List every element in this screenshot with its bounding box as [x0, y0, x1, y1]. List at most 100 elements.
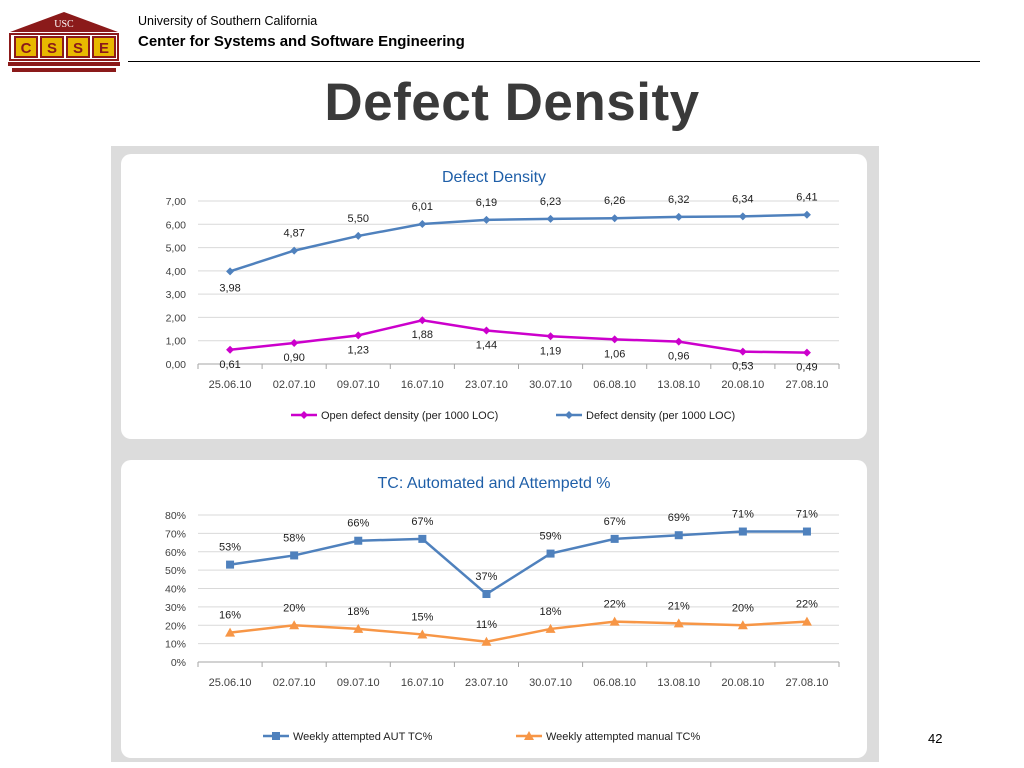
defect-data-point [226, 267, 235, 276]
defect-x-tick-label: 13.08.10 [657, 379, 700, 391]
tc-y-tick-label: 10% [165, 639, 186, 651]
defect-data-point [290, 339, 299, 348]
defect-x-tick-label: 06.08.10 [593, 379, 636, 391]
defect-x-tick-label: 16.07.10 [401, 379, 444, 391]
tc-data-point [545, 623, 556, 633]
tc-data-point [673, 618, 684, 628]
tc-data-label: 71% [732, 509, 754, 521]
tc-data-point [610, 534, 619, 543]
defect-data-label: 6,41 [796, 192, 817, 204]
tc-data-point [737, 620, 748, 630]
tc-automated-chart: TC: Automated and Attempetd % 0% 10% 20% 30%… [165, 475, 840, 743]
tc-data-point [674, 531, 683, 540]
tc-y-tick-label: 30% [165, 602, 186, 614]
defect-data-label: 6,32 [668, 194, 689, 206]
defect-data-point [610, 214, 619, 223]
defect-data-point [674, 212, 683, 221]
tc-data-label: 53% [219, 542, 241, 554]
defect-data-label: 6,26 [604, 195, 625, 207]
defect-data-point [418, 220, 427, 229]
tc-y-tick-label: 60% [165, 547, 186, 559]
tc-legend-marker [524, 731, 534, 740]
tc-data-label: 66% [347, 518, 369, 530]
defect-data-label: 0,96 [668, 351, 689, 363]
defect-data-label: 5,50 [348, 213, 369, 225]
defect-x-tick-label: 23.07.10 [465, 379, 508, 391]
defect-data-label: 1,44 [476, 339, 497, 351]
tc-data-point [225, 627, 236, 637]
tc-data-label: 67% [604, 516, 626, 528]
tc-data-label: 18% [540, 606, 562, 618]
tc-data-point [290, 551, 299, 560]
defect-legend-label: Open defect density (per 1000 LOC) [321, 410, 498, 422]
tc-automated-chart-panel: TC: Automated and Attempetd % 0% 10% 20% 30%… [121, 460, 867, 758]
tc-data-point [609, 616, 620, 626]
tc-series-line-1 [229, 620, 808, 644]
chart-image-area: Defect Density 0,00 1,00 2,00 3,00 4,00 5,00 6,… [111, 146, 879, 762]
defect-legend-label: Defect density (per 1000 LOC) [586, 410, 735, 422]
defect-data-label: 4,87 [283, 228, 304, 240]
tc-data-point [417, 629, 428, 639]
tc-data-label: 22% [604, 599, 626, 611]
defect-data-label: 0,53 [732, 361, 753, 373]
tc-series-line-0 [229, 530, 807, 596]
tc-x-tick-label: 25.06.10 [209, 677, 252, 689]
tc-y-tick-label: 40% [165, 584, 186, 596]
tc-data-label: 59% [540, 531, 562, 543]
defect-series-line-0 [229, 318, 807, 354]
defect-data-point [738, 347, 747, 356]
tc-y-tick-label: 50% [165, 565, 186, 577]
page-number: 42 [928, 731, 943, 746]
tc-x-tick-label: 06.08.10 [593, 677, 636, 689]
tc-data-point [802, 527, 811, 536]
tc-x-tick-label: 02.07.10 [273, 677, 316, 689]
svg-text:S: S [47, 40, 57, 57]
defect-legend-marker [300, 411, 308, 419]
svg-text:C: C [21, 40, 32, 57]
tc-data-point [354, 536, 363, 545]
tc-data-label: 18% [347, 606, 369, 618]
defect-y-tick-label: 3,00 [166, 289, 187, 301]
defect-data-label: 1,06 [604, 348, 625, 360]
tc-x-tick-label: 09.07.10 [337, 677, 380, 689]
defect-data-label: 3,98 [219, 282, 240, 294]
defect-data-label: 0,90 [283, 352, 304, 364]
defect-y-tick-label: 7,00 [166, 196, 187, 208]
defect-data-label: 1,19 [540, 345, 561, 357]
logo-roof [10, 12, 118, 32]
tc-data-point [482, 590, 491, 599]
tc-data-label: 58% [283, 532, 305, 544]
tc-data-label: 71% [796, 509, 818, 521]
defect-data-point [610, 335, 619, 344]
defect-series-line-1 [229, 213, 807, 273]
tc-data-label: 20% [283, 602, 305, 614]
tc-x-tick-label: 16.07.10 [401, 677, 444, 689]
tc-data-label: 20% [732, 602, 754, 614]
tc-y-tick-label: 70% [165, 528, 186, 540]
defect-x-tick-label: 20.08.10 [721, 379, 764, 391]
defect-data-point [226, 345, 235, 354]
tc-data-point [801, 616, 812, 626]
defect-data-label: 6,34 [732, 193, 753, 205]
defect-x-tick-label: 25.06.10 [209, 379, 252, 391]
tc-x-tick-label: 30.07.10 [529, 677, 572, 689]
tc-data-point [481, 636, 492, 646]
tc-data-label: 69% [668, 512, 690, 524]
defect-y-tick-label: 0,00 [166, 359, 187, 371]
tc-legend-label: Weekly attempted manual TC% [546, 731, 700, 743]
defect-data-label: 0,49 [796, 362, 817, 374]
defect-data-point [354, 331, 363, 340]
tc-chart-title: TC: Automated and Attempetd % [377, 475, 610, 492]
defect-data-point [738, 212, 747, 221]
defect-y-tick-label: 1,00 [166, 336, 187, 348]
defect-data-point [674, 337, 683, 346]
svg-text:S: S [73, 40, 83, 57]
defect-data-label: 0,61 [219, 359, 240, 371]
defect-x-tick-label: 09.07.10 [337, 379, 380, 391]
defect-y-tick-label: 4,00 [166, 266, 187, 278]
tc-data-label: 22% [796, 599, 818, 611]
tc-data-label: 67% [411, 516, 433, 528]
defect-x-tick-label: 02.07.10 [273, 379, 316, 391]
tc-legend-marker [272, 732, 280, 740]
svg-text:E: E [99, 40, 109, 57]
